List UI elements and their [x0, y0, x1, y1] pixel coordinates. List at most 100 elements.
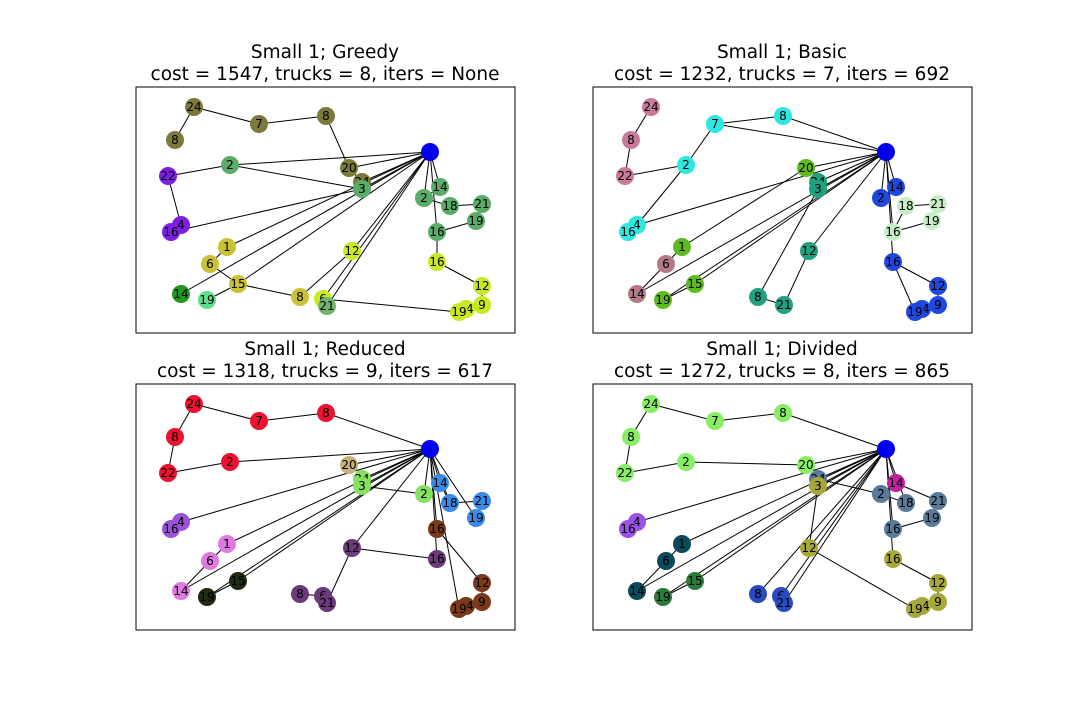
node-label: 22 — [160, 466, 175, 480]
customer-node: 18 — [441, 494, 459, 512]
customer-node: 8 — [291, 288, 309, 306]
node-label: 9 — [478, 595, 486, 609]
panel-reduced-title: Small 1; Reduced — [244, 339, 405, 360]
customer-node: 19 — [467, 509, 485, 527]
panel-divided-frame — [592, 383, 973, 631]
node-marker — [775, 296, 793, 314]
customer-node: 16 — [884, 223, 902, 241]
customer-node: 15 — [686, 572, 704, 590]
customer-node: 9 — [929, 593, 947, 611]
node-marker — [166, 131, 184, 149]
customer-node: 19 — [450, 303, 468, 321]
node-label: 2 — [420, 487, 428, 501]
customer-node: 14 — [887, 178, 905, 196]
node-label: 15 — [687, 277, 702, 291]
node-label: 8 — [322, 109, 330, 123]
node-label: 21 — [930, 197, 945, 211]
node-label: 12 — [474, 576, 489, 590]
node-label: 18 — [898, 199, 913, 213]
route-edge — [180, 448, 431, 523]
node-marker — [884, 223, 902, 241]
route-edge — [757, 188, 819, 298]
node-marker — [431, 474, 449, 492]
node-label: 15 — [230, 574, 245, 588]
node-label: 24 — [186, 100, 201, 114]
customer-node: 12 — [343, 242, 361, 260]
customer-node: 2 — [677, 453, 695, 471]
node-marker — [415, 485, 433, 503]
route-edge — [258, 115, 327, 125]
route-edge — [351, 448, 431, 549]
node-marker — [877, 143, 895, 161]
route-edge — [780, 448, 887, 597]
customer-node: 24 — [185, 98, 203, 116]
node-marker — [428, 223, 446, 241]
panel-basic: Small 1; Basic cost = 1232, trucks = 7, … — [592, 42, 973, 334]
node-marker — [872, 189, 890, 207]
node-label: 3 — [814, 182, 822, 196]
customer-node: 19 — [923, 509, 941, 527]
node-label: 2 — [682, 455, 690, 469]
node-marker — [706, 115, 724, 133]
customer-node: 14 — [628, 285, 646, 303]
customer-node: 14 — [628, 582, 646, 600]
customer-node: 3 — [353, 180, 371, 198]
panel-divided-subtitle: cost = 1272, trucks = 8, iters = 865 — [614, 361, 950, 382]
route-edge — [361, 485, 425, 495]
node-marker — [774, 107, 792, 125]
node-label: 16 — [429, 552, 444, 566]
customer-node: 8 — [749, 585, 767, 603]
node-marker — [291, 288, 309, 306]
customer-node: 12 — [929, 277, 947, 295]
node-marker — [877, 440, 895, 458]
node-marker — [218, 238, 236, 256]
node-label: 16 — [620, 522, 635, 536]
route-edge — [299, 250, 353, 298]
node-label: 16 — [429, 225, 444, 239]
customer-node: 21 — [318, 297, 336, 315]
node-label: 19 — [468, 214, 483, 228]
node-marker — [616, 167, 634, 185]
customer-node: 16 — [428, 520, 446, 538]
route-edge — [783, 250, 810, 306]
node-marker — [929, 195, 947, 213]
node-marker — [884, 520, 902, 538]
node-label: 15 — [687, 574, 702, 588]
node-label: 6 — [206, 554, 214, 568]
node-marker — [198, 588, 216, 606]
node-marker — [467, 212, 485, 230]
node-label: 21 — [474, 197, 489, 211]
node-label: 8 — [171, 430, 179, 444]
node-marker — [473, 296, 491, 314]
node-label: 1 — [223, 240, 231, 254]
customer-node: 18 — [897, 494, 915, 512]
node-label: 1 — [678, 240, 686, 254]
route-edge — [322, 298, 460, 313]
node-label: 2 — [877, 487, 885, 501]
node-marker — [318, 594, 336, 612]
node-label: 3 — [358, 182, 366, 196]
customer-node: 8 — [317, 404, 335, 422]
route-edge — [714, 115, 784, 125]
panel-divided-nodes: 2478822220243214182119164161614151912161… — [616, 395, 947, 618]
customer-node: 2 — [415, 189, 433, 207]
node-marker — [221, 453, 239, 471]
panel-reduced: Small 1; Reduced cost = 1318, trucks = 9… — [135, 339, 516, 631]
node-label: 3 — [814, 479, 822, 493]
customer-node: 2 — [221, 156, 239, 174]
node-marker — [162, 520, 180, 538]
node-label: 9 — [934, 298, 942, 312]
node-label: 19 — [451, 602, 466, 616]
node-marker — [229, 275, 247, 293]
node-marker — [673, 535, 691, 553]
node-label: 14 — [432, 476, 447, 490]
node-marker — [473, 593, 491, 611]
customer-node: 9 — [929, 296, 947, 314]
customer-node: 22 — [616, 464, 634, 482]
node-marker — [431, 178, 449, 196]
customer-node: 16 — [619, 223, 637, 241]
node-marker — [677, 453, 695, 471]
node-label: 8 — [296, 290, 304, 304]
customer-node: 16 — [619, 520, 637, 538]
node-label: 2 — [226, 455, 234, 469]
